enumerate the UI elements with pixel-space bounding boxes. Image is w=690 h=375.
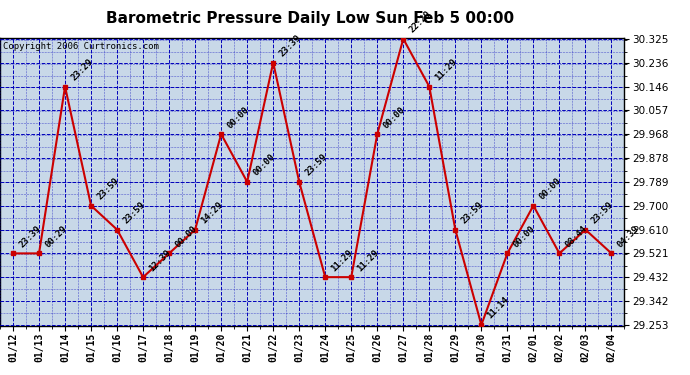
- Text: 23:59: 23:59: [304, 152, 328, 178]
- Text: 00:29: 00:29: [43, 224, 68, 249]
- Text: 11:29: 11:29: [433, 57, 459, 82]
- Text: 23:39: 23:39: [17, 224, 43, 249]
- Text: 00:00: 00:00: [511, 224, 537, 249]
- Text: 00:00: 00:00: [382, 105, 407, 130]
- Text: 08:44: 08:44: [564, 224, 589, 249]
- Text: 00:00: 00:00: [251, 152, 277, 178]
- Text: 23:59: 23:59: [589, 200, 615, 225]
- Text: Copyright 2006 Curtronics.com: Copyright 2006 Curtronics.com: [3, 42, 159, 51]
- Text: 23:59: 23:59: [121, 200, 146, 225]
- Text: 12:39: 12:39: [147, 248, 172, 273]
- Text: 23:29: 23:29: [69, 57, 95, 82]
- Text: 11:14: 11:14: [486, 296, 511, 321]
- Text: 11:29: 11:29: [329, 248, 355, 273]
- Text: 04:39: 04:39: [615, 224, 641, 249]
- Text: 23:59: 23:59: [460, 200, 485, 225]
- Text: 22:29: 22:29: [408, 9, 433, 34]
- Text: 23:59: 23:59: [95, 176, 121, 201]
- Text: 00:00: 00:00: [226, 105, 250, 130]
- Text: 00:00: 00:00: [173, 224, 199, 249]
- Text: 11:29: 11:29: [355, 248, 381, 273]
- Text: 23:39: 23:39: [277, 33, 303, 58]
- Text: 14:29: 14:29: [199, 200, 225, 225]
- Text: Barometric Pressure Daily Low Sun Feb 5 00:00: Barometric Pressure Daily Low Sun Feb 5 …: [106, 11, 515, 26]
- Text: 00:00: 00:00: [538, 176, 563, 201]
